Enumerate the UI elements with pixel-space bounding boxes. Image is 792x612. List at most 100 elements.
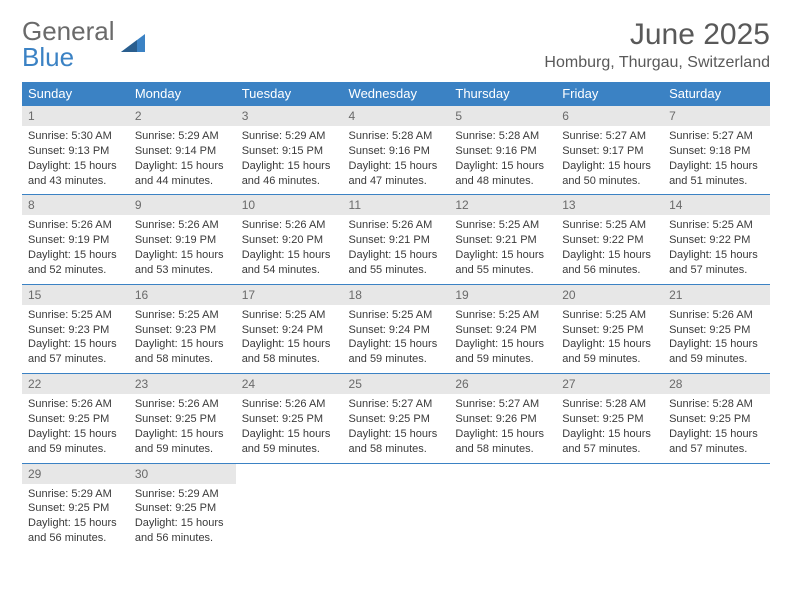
daylight-line1: Daylight: 15 hours bbox=[135, 337, 230, 352]
day-number-cell: 29 bbox=[22, 463, 129, 484]
daylight-line2: and 57 minutes. bbox=[562, 442, 657, 457]
sunset-line: Sunset: 9:25 PM bbox=[562, 412, 657, 427]
daylight-line1: Daylight: 15 hours bbox=[349, 427, 444, 442]
daylight-line2: and 47 minutes. bbox=[349, 174, 444, 189]
sunrise-line: Sunrise: 5:26 AM bbox=[28, 218, 123, 233]
daylight-line2: and 59 minutes. bbox=[455, 352, 550, 367]
daylight-line1: Daylight: 15 hours bbox=[562, 337, 657, 352]
day-number-cell: 5 bbox=[449, 106, 556, 127]
day-content-cell: Sunrise: 5:28 AMSunset: 9:25 PMDaylight:… bbox=[663, 394, 770, 463]
day-number-cell: 2 bbox=[129, 106, 236, 127]
day-number-cell: 7 bbox=[663, 106, 770, 127]
day-header: Saturday bbox=[663, 82, 770, 106]
daylight-line2: and 43 minutes. bbox=[28, 174, 123, 189]
day-content-cell: Sunrise: 5:25 AMSunset: 9:25 PMDaylight:… bbox=[556, 305, 663, 374]
day-number-cell: 14 bbox=[663, 195, 770, 216]
daylight-line1: Daylight: 15 hours bbox=[135, 427, 230, 442]
day-number-cell: 9 bbox=[129, 195, 236, 216]
day-number-cell: 20 bbox=[556, 284, 663, 305]
day-content-cell: Sunrise: 5:27 AMSunset: 9:25 PMDaylight:… bbox=[343, 394, 450, 463]
day-content-cell bbox=[236, 484, 343, 552]
sunrise-line: Sunrise: 5:25 AM bbox=[562, 308, 657, 323]
daylight-line2: and 56 minutes. bbox=[562, 263, 657, 278]
day-number-cell: 24 bbox=[236, 374, 343, 395]
daylight-line2: and 58 minutes. bbox=[135, 352, 230, 367]
daylight-line1: Daylight: 15 hours bbox=[28, 159, 123, 174]
daylight-line1: Daylight: 15 hours bbox=[349, 159, 444, 174]
daylight-line2: and 56 minutes. bbox=[28, 531, 123, 546]
page-header: General Blue June 2025 Homburg, Thurgau,… bbox=[22, 18, 770, 72]
day-number-cell bbox=[663, 463, 770, 484]
day-number-cell: 26 bbox=[449, 374, 556, 395]
day-content-cell: Sunrise: 5:25 AMSunset: 9:24 PMDaylight:… bbox=[343, 305, 450, 374]
sunset-line: Sunset: 9:26 PM bbox=[455, 412, 550, 427]
day-number-cell: 13 bbox=[556, 195, 663, 216]
daylight-line2: and 56 minutes. bbox=[135, 531, 230, 546]
sunrise-line: Sunrise: 5:27 AM bbox=[455, 397, 550, 412]
day-number-cell: 21 bbox=[663, 284, 770, 305]
daylight-line2: and 54 minutes. bbox=[242, 263, 337, 278]
sunrise-line: Sunrise: 5:28 AM bbox=[562, 397, 657, 412]
sunset-line: Sunset: 9:17 PM bbox=[562, 144, 657, 159]
sunset-line: Sunset: 9:25 PM bbox=[28, 501, 123, 516]
day-content-cell: Sunrise: 5:25 AMSunset: 9:21 PMDaylight:… bbox=[449, 215, 556, 284]
daylight-line1: Daylight: 15 hours bbox=[562, 159, 657, 174]
day-content-cell: Sunrise: 5:29 AMSunset: 9:14 PMDaylight:… bbox=[129, 126, 236, 195]
day-content-cell: Sunrise: 5:26 AMSunset: 9:21 PMDaylight:… bbox=[343, 215, 450, 284]
daylight-line1: Daylight: 15 hours bbox=[242, 337, 337, 352]
sunrise-line: Sunrise: 5:27 AM bbox=[349, 397, 444, 412]
day-content-cell: Sunrise: 5:26 AMSunset: 9:20 PMDaylight:… bbox=[236, 215, 343, 284]
daylight-line1: Daylight: 15 hours bbox=[242, 248, 337, 263]
daylight-line2: and 58 minutes. bbox=[242, 352, 337, 367]
daylight-line1: Daylight: 15 hours bbox=[28, 427, 123, 442]
daylight-line2: and 52 minutes. bbox=[28, 263, 123, 278]
daylight-line1: Daylight: 15 hours bbox=[28, 337, 123, 352]
day-content-cell: Sunrise: 5:25 AMSunset: 9:24 PMDaylight:… bbox=[449, 305, 556, 374]
day-number-row: 2930 bbox=[22, 463, 770, 484]
sunrise-line: Sunrise: 5:25 AM bbox=[669, 218, 764, 233]
day-number-cell: 8 bbox=[22, 195, 129, 216]
day-header: Monday bbox=[129, 82, 236, 106]
day-number-cell: 10 bbox=[236, 195, 343, 216]
sunrise-line: Sunrise: 5:28 AM bbox=[669, 397, 764, 412]
daylight-line2: and 51 minutes. bbox=[669, 174, 764, 189]
logo-triangle-icon bbox=[119, 30, 147, 58]
sunrise-line: Sunrise: 5:29 AM bbox=[135, 129, 230, 144]
daylight-line1: Daylight: 15 hours bbox=[349, 248, 444, 263]
sunset-line: Sunset: 9:19 PM bbox=[28, 233, 123, 248]
day-content-cell: Sunrise: 5:29 AMSunset: 9:25 PMDaylight:… bbox=[129, 484, 236, 552]
sunrise-line: Sunrise: 5:25 AM bbox=[135, 308, 230, 323]
day-number-cell: 18 bbox=[343, 284, 450, 305]
daylight-line1: Daylight: 15 hours bbox=[562, 248, 657, 263]
day-number-cell: 11 bbox=[343, 195, 450, 216]
sunrise-line: Sunrise: 5:26 AM bbox=[242, 218, 337, 233]
daylight-line1: Daylight: 15 hours bbox=[135, 516, 230, 531]
day-number-cell: 1 bbox=[22, 106, 129, 127]
daylight-line1: Daylight: 15 hours bbox=[455, 427, 550, 442]
brand-part2: Blue bbox=[22, 42, 74, 72]
day-content-cell: Sunrise: 5:30 AMSunset: 9:13 PMDaylight:… bbox=[22, 126, 129, 195]
day-content-cell bbox=[556, 484, 663, 552]
day-content-cell: Sunrise: 5:26 AMSunset: 9:25 PMDaylight:… bbox=[236, 394, 343, 463]
day-number-cell: 15 bbox=[22, 284, 129, 305]
day-number-cell: 22 bbox=[22, 374, 129, 395]
day-number-cell bbox=[343, 463, 450, 484]
sunrise-line: Sunrise: 5:26 AM bbox=[242, 397, 337, 412]
sunrise-line: Sunrise: 5:26 AM bbox=[349, 218, 444, 233]
day-number-cell bbox=[556, 463, 663, 484]
sunrise-line: Sunrise: 5:25 AM bbox=[28, 308, 123, 323]
location-text: Homburg, Thurgau, Switzerland bbox=[544, 54, 770, 72]
sunrise-line: Sunrise: 5:25 AM bbox=[562, 218, 657, 233]
sunrise-line: Sunrise: 5:25 AM bbox=[242, 308, 337, 323]
sunset-line: Sunset: 9:25 PM bbox=[135, 501, 230, 516]
sunset-line: Sunset: 9:20 PM bbox=[242, 233, 337, 248]
sunset-line: Sunset: 9:23 PM bbox=[135, 323, 230, 338]
daylight-line2: and 50 minutes. bbox=[562, 174, 657, 189]
day-content-cell: Sunrise: 5:29 AMSunset: 9:25 PMDaylight:… bbox=[22, 484, 129, 552]
sunset-line: Sunset: 9:25 PM bbox=[669, 412, 764, 427]
daylight-line1: Daylight: 15 hours bbox=[28, 248, 123, 263]
sunset-line: Sunset: 9:13 PM bbox=[28, 144, 123, 159]
sunset-line: Sunset: 9:25 PM bbox=[562, 323, 657, 338]
day-content-row: Sunrise: 5:30 AMSunset: 9:13 PMDaylight:… bbox=[22, 126, 770, 195]
sunrise-line: Sunrise: 5:27 AM bbox=[562, 129, 657, 144]
